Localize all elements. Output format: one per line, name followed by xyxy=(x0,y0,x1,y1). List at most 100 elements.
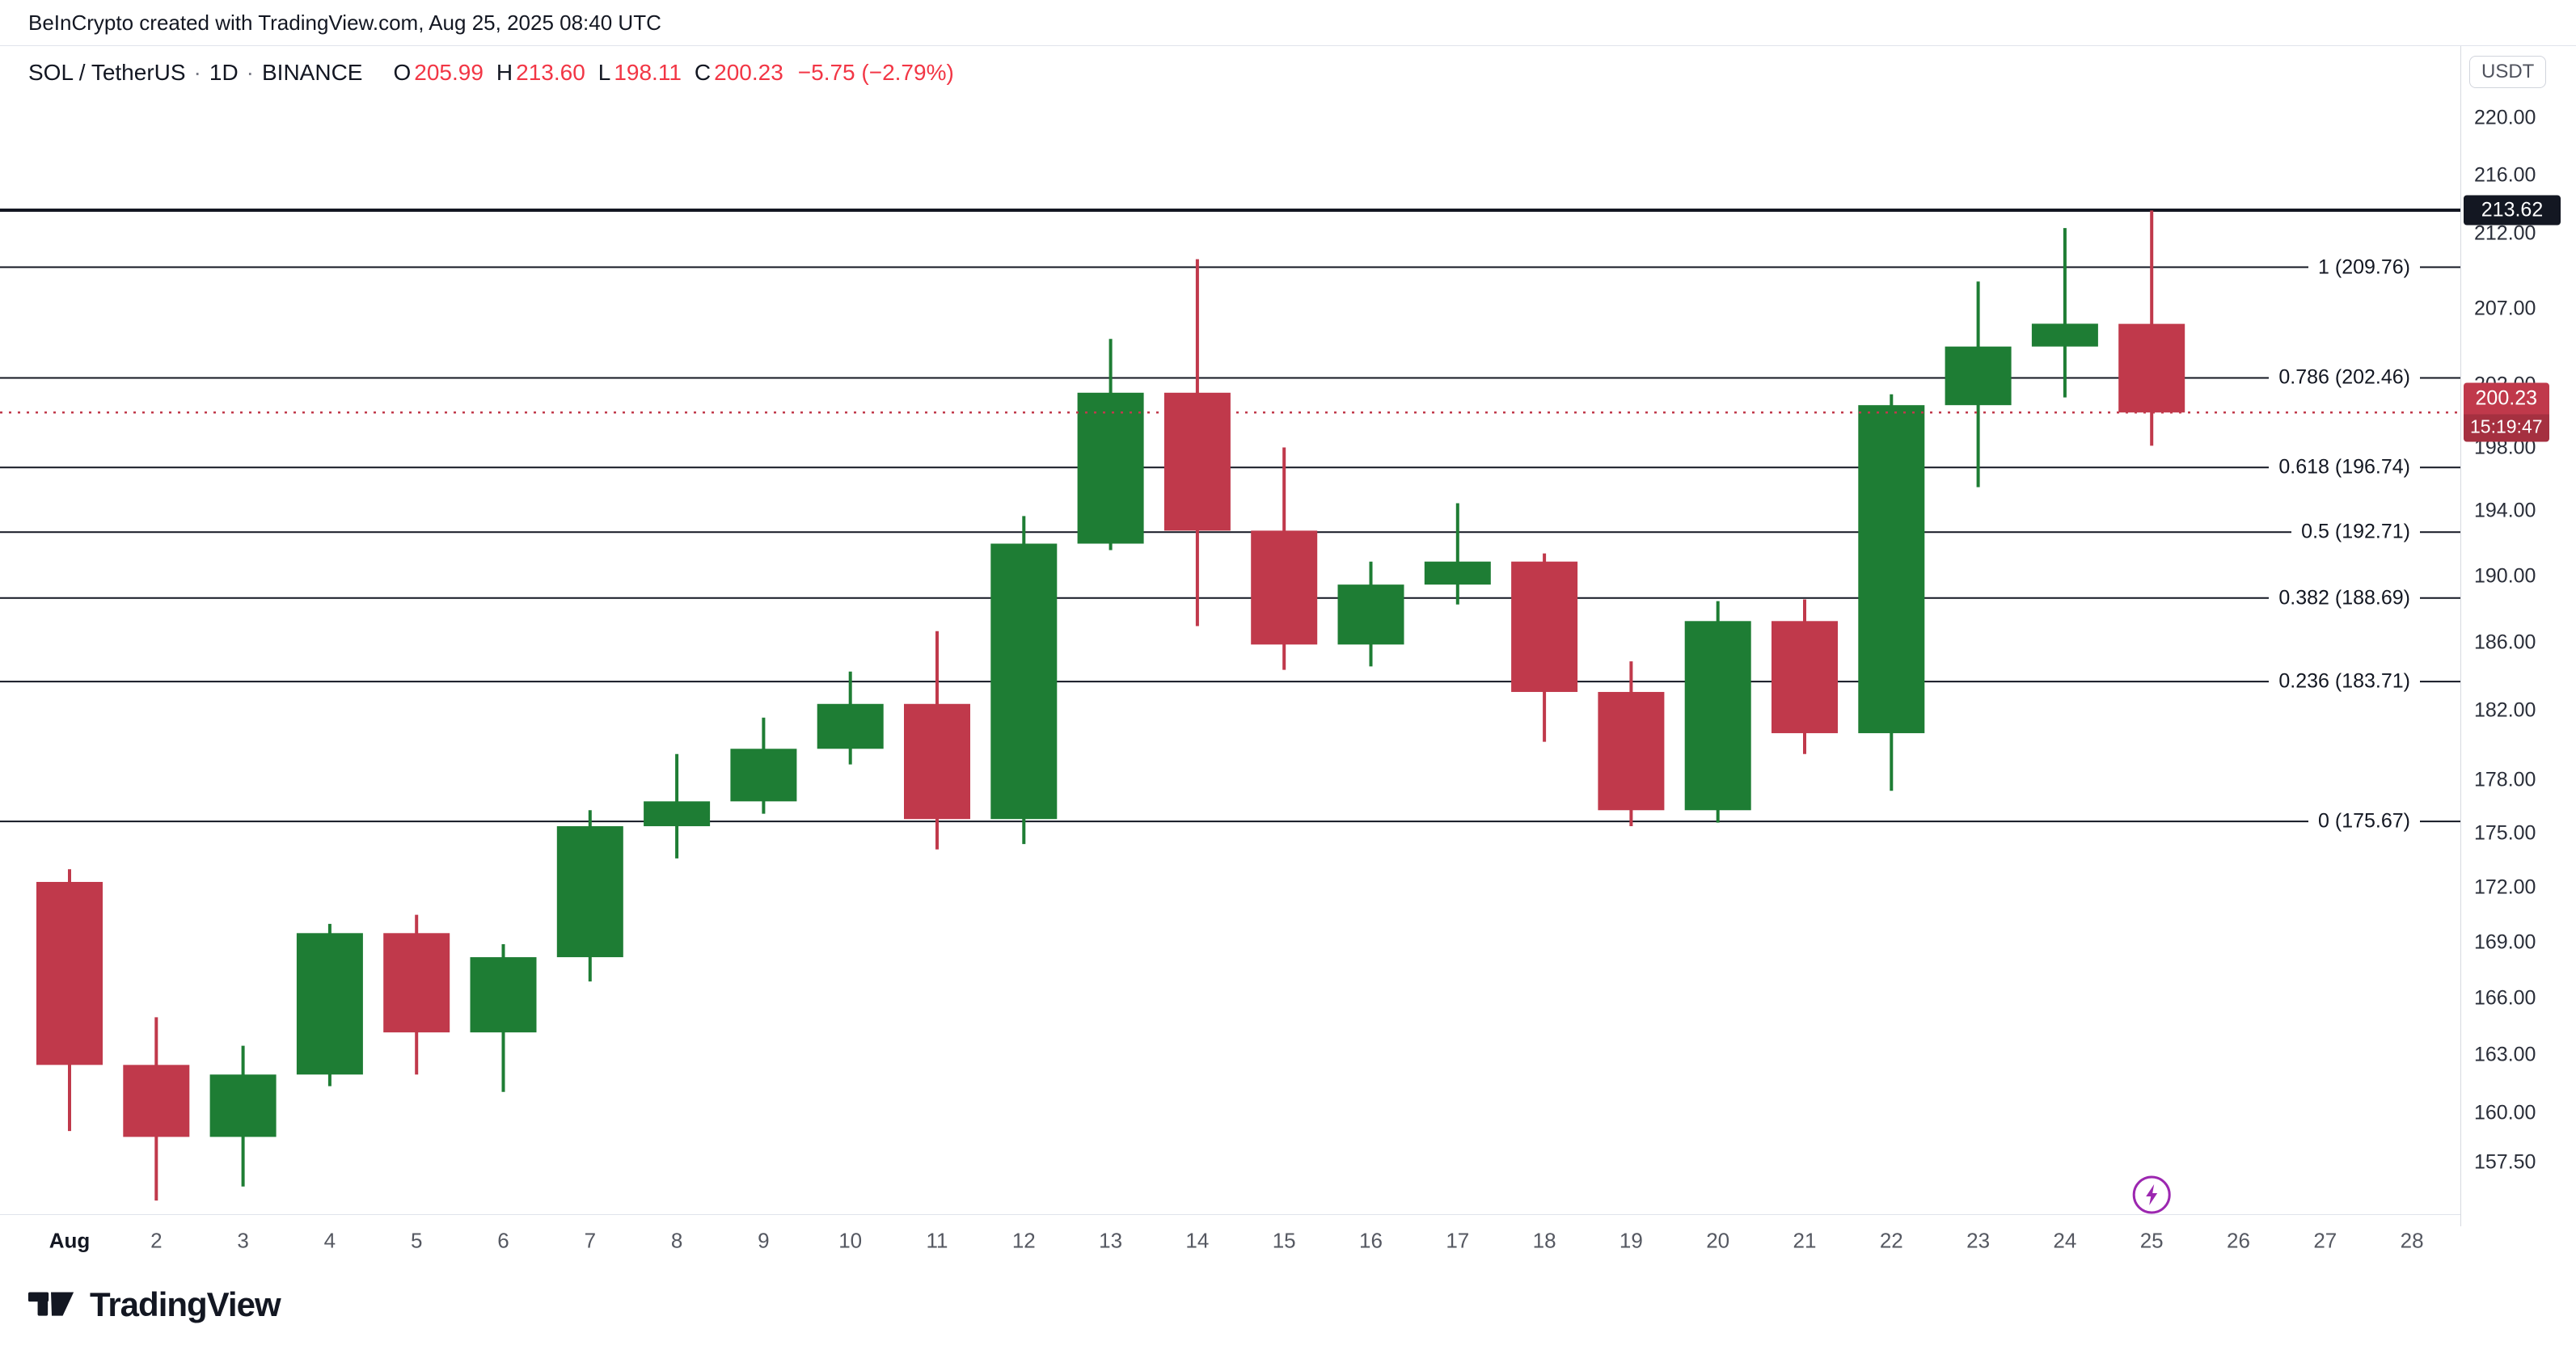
candle xyxy=(1684,601,1751,823)
time-label: 3 xyxy=(237,1228,249,1252)
symbol-name[interactable]: SOL / TetherUS xyxy=(28,60,186,85)
price-tick-label: 186.00 xyxy=(2474,631,2536,654)
candle-body xyxy=(1858,405,1925,733)
candle-body xyxy=(1077,392,1144,544)
candle xyxy=(36,869,103,1132)
legend-separator: · xyxy=(246,60,254,85)
candle-body xyxy=(730,749,797,802)
time-label: 5 xyxy=(410,1228,423,1252)
realtime-lightning-icon[interactable] xyxy=(2132,1175,2171,1214)
candle xyxy=(2118,210,2185,446)
candle xyxy=(1424,503,1491,605)
open-value: 205.99 xyxy=(414,60,484,85)
candle-body xyxy=(904,703,970,820)
time-label: 17 xyxy=(1446,1228,1470,1252)
time-label: 20 xyxy=(1706,1228,1730,1252)
candle xyxy=(1251,447,1318,670)
time-label: 14 xyxy=(1185,1228,1210,1252)
time-label: Aug xyxy=(49,1228,91,1252)
candle-body xyxy=(1684,621,1751,811)
time-axis[interactable]: Aug 2 3 4 5 6 7 8 9 10 11 12 13 14 15 16 17 18 19 20 21 22 23 2… xyxy=(0,1214,2460,1266)
candle xyxy=(296,923,363,1086)
low-label: L xyxy=(598,60,611,85)
candle xyxy=(904,631,970,850)
candle xyxy=(1163,259,1231,626)
candle-body xyxy=(990,543,1058,820)
tradingview-wordmark[interactable]: TradingView xyxy=(90,1285,281,1323)
time-label: 15 xyxy=(1272,1228,1296,1252)
candle xyxy=(1945,281,2012,487)
open-label: O xyxy=(393,60,412,85)
candle-body xyxy=(817,703,884,749)
candle-body xyxy=(2031,323,2098,347)
candle xyxy=(1511,553,1578,742)
change-value: −5.75 (−2.79%) xyxy=(797,60,954,85)
candle xyxy=(123,1017,190,1201)
candle-body xyxy=(2118,323,2185,413)
price-tick-label: 190.00 xyxy=(2474,564,2536,588)
candle xyxy=(644,753,711,859)
candle xyxy=(1337,561,1404,667)
time-label: 26 xyxy=(2227,1228,2250,1252)
price-tick-label: 194.00 xyxy=(2474,499,2536,522)
time-label: 24 xyxy=(2053,1228,2077,1252)
candle-body xyxy=(383,933,450,1033)
candle xyxy=(383,914,450,1075)
time-label: 21 xyxy=(1793,1228,1817,1252)
time-label: 19 xyxy=(1619,1228,1643,1252)
exchange-label[interactable]: BINANCE xyxy=(262,60,363,85)
candle-body xyxy=(1772,621,1838,733)
price-tick-label: 182.00 xyxy=(2474,698,2536,722)
time-label: 11 xyxy=(926,1228,948,1252)
horizontal-line-price-tag: 213.62 xyxy=(2464,195,2561,226)
candle xyxy=(1598,661,1665,827)
time-label: 18 xyxy=(1532,1228,1556,1252)
time-label: 13 xyxy=(1099,1228,1123,1252)
time-label: 7 xyxy=(584,1228,597,1252)
footer-branding: TradingView xyxy=(27,1285,281,1324)
legend-separator: · xyxy=(193,60,201,85)
price-tick-label: 220.00 xyxy=(2474,106,2536,129)
candle-body xyxy=(470,957,537,1033)
chart-plot-area[interactable]: 1 (209.76) 0.786 (202.46) 0.618 (196.74) 0.… xyxy=(0,46,2460,1214)
time-label: 9 xyxy=(758,1228,770,1252)
time-label: 4 xyxy=(323,1228,336,1252)
time-label: 23 xyxy=(1966,1228,1991,1252)
last-price-value: 200.23 xyxy=(2475,386,2537,410)
price-tick-label: 169.00 xyxy=(2474,930,2536,954)
candle xyxy=(1772,599,1838,754)
candle-body xyxy=(209,1074,277,1137)
candle xyxy=(209,1045,277,1187)
time-label: 22 xyxy=(1879,1228,1903,1252)
high-value: 213.60 xyxy=(516,60,585,85)
last-price-tag: 200.23 15:19:47 xyxy=(2464,382,2549,442)
low-value: 198.11 xyxy=(614,60,682,85)
price-tick-label: 157.50 xyxy=(2474,1150,2536,1174)
close-value: 200.23 xyxy=(714,60,783,85)
price-tick-label: 175.00 xyxy=(2474,821,2536,845)
interval-label[interactable]: 1D xyxy=(209,60,239,85)
candle-body xyxy=(556,826,623,958)
price-tick-label: 160.00 xyxy=(2474,1101,2536,1124)
close-label: C xyxy=(694,60,712,85)
time-label: 12 xyxy=(1011,1228,1036,1252)
currency-toggle-button[interactable]: USDT xyxy=(2469,56,2547,88)
header-title: BeInCrypto created with TradingView.com,… xyxy=(28,10,661,35)
candle-body xyxy=(1163,392,1231,531)
candle xyxy=(817,671,884,765)
price-tick-label: 207.00 xyxy=(2474,297,2536,320)
candle xyxy=(556,810,623,982)
candle-body xyxy=(123,1065,190,1137)
price-tick-label: 163.00 xyxy=(2474,1043,2536,1066)
candle-body xyxy=(1337,584,1404,645)
candle-body xyxy=(1251,530,1318,645)
candle xyxy=(470,944,537,1092)
tradingview-logo-icon[interactable] xyxy=(27,1289,77,1321)
candlestick-chart[interactable] xyxy=(0,46,2460,1214)
time-label: 8 xyxy=(670,1228,683,1252)
time-label: 25 xyxy=(2139,1228,2164,1252)
candle xyxy=(2031,228,2098,398)
price-axis[interactable]: USDT 213.62 200.23 15:19:47 220.00 216.00… xyxy=(2460,46,2576,1226)
